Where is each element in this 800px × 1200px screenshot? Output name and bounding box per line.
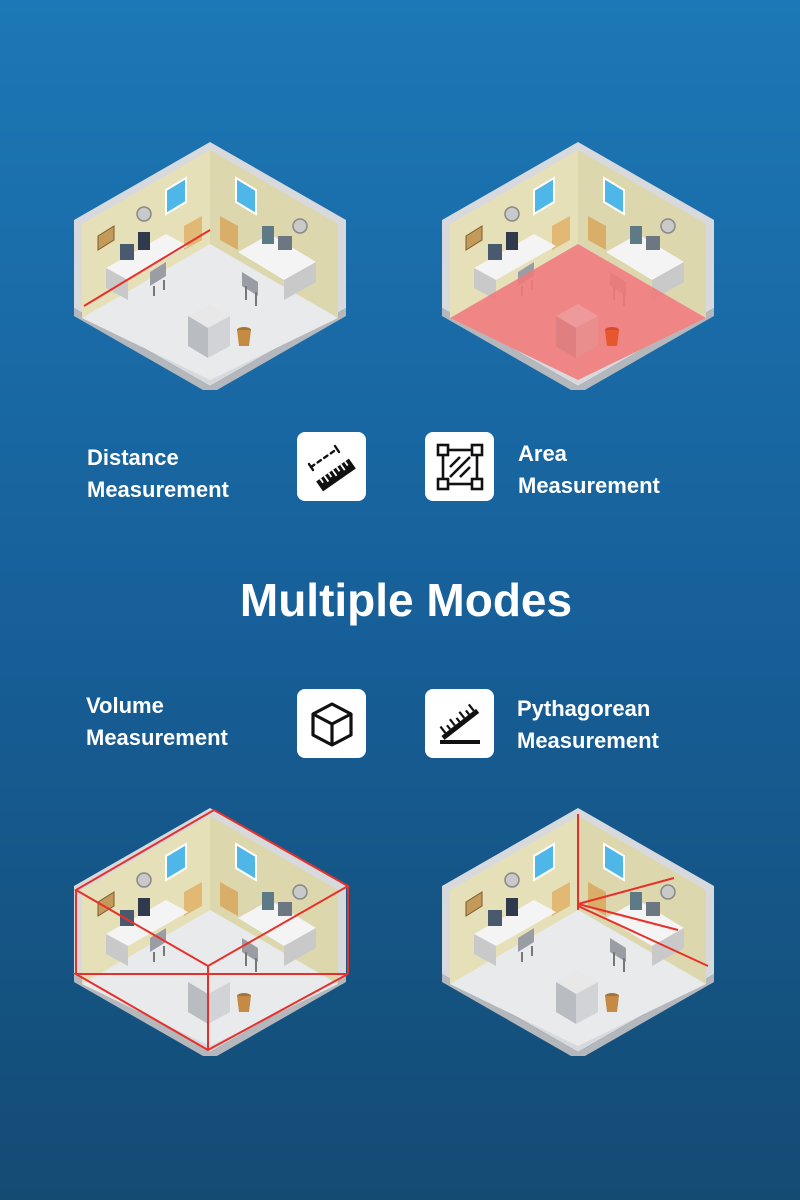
cube-icon [310,701,353,747]
area-label-line1: Area [518,441,567,466]
pythagorean-measurement-label: Pythagorean Measurement [517,693,659,757]
volume-mode-button[interactable] [297,689,366,758]
area-measurement-label: Area Measurement [518,438,660,502]
distance-label-line1: Distance [87,445,179,470]
distance-mode-button[interactable] [297,432,366,501]
area-mode-button[interactable] [425,432,494,501]
area-square-icon [436,443,483,490]
room-illustration-distance [70,140,350,390]
volume-measurement-label: Volume Measurement [86,690,228,754]
area-label-line2: Measurement [518,473,660,498]
angled-ruler-icon [439,703,480,744]
room-illustration-pythagorean [438,806,718,1056]
pythagorean-label-line1: Pythagorean [517,696,651,721]
room-illustration-area [438,140,718,390]
volume-label-line2: Measurement [86,725,228,750]
ruler-measure-icon [307,444,356,491]
volume-label-line1: Volume [86,693,164,718]
page-title: Multiple Modes [239,574,573,626]
pythagorean-mode-button[interactable] [425,689,494,758]
room-illustration-volume [70,806,350,1056]
distance-measurement-label: Distance Measurement [87,442,229,506]
pythagorean-label-line2: Measurement [517,728,659,753]
distance-label-line2: Measurement [87,477,229,502]
